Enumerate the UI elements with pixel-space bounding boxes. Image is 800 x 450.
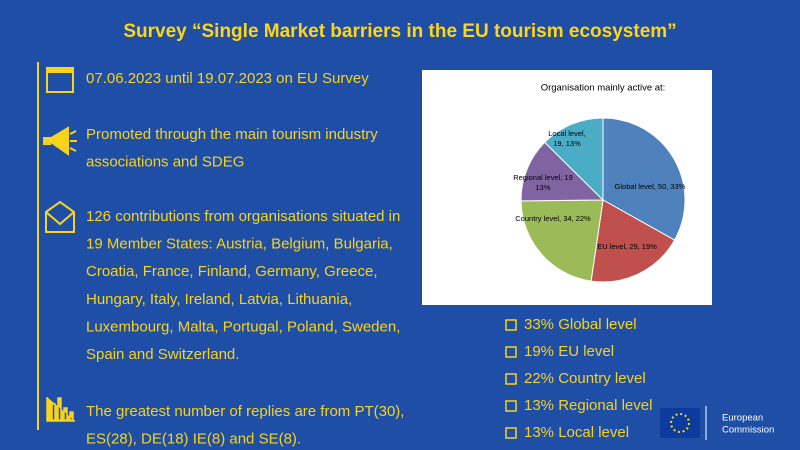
mail-icon: [45, 200, 75, 233]
checklist-item: 19% EU level: [524, 343, 614, 360]
logo: European Commission: [660, 406, 774, 440]
logo-stars: [670, 413, 690, 433]
pie-slice: [602, 117, 686, 241]
bullet-text: Luxembourg, Malta, Portugal, Poland, Swe…: [86, 318, 400, 335]
bullet-text: Croatia, France, Finland, Germany, Greec…: [86, 263, 378, 280]
logo-text: European: [722, 413, 763, 424]
pie: Global level, 50, 33% EU level, 29, 19% Co…: [513, 117, 686, 283]
checkbox: [505, 400, 517, 412]
pie-slice: [520, 199, 604, 282]
bullet-text: 19 Member States: Austria, Belgium, Bulg…: [86, 236, 393, 253]
checkbox: [505, 373, 517, 385]
slice-label: Local level,: [548, 129, 586, 138]
bullet-text: Hungary, Italy, Ireland, Latvia, Lithuan…: [86, 291, 352, 308]
pie-slice: [590, 199, 676, 283]
megaphone-icon: [43, 126, 77, 156]
slice-label: Global level, 50, 33%: [615, 182, 686, 191]
checkbox: [505, 427, 517, 439]
bullet-text: Promoted through the main tourism indust…: [86, 126, 378, 143]
checkbox: [505, 319, 517, 331]
bullet-text: 126 contributions from organisations sit…: [86, 208, 400, 225]
checklist-item: 33% Global level: [524, 316, 637, 333]
checklist-item: 13% Local level: [524, 424, 629, 441]
logo-flag: [660, 408, 700, 438]
bar-icon: [46, 397, 75, 422]
checklist: 33% Global level 19% EU level 22% Country …: [505, 316, 652, 441]
pie-slice: [520, 141, 605, 202]
logo-text: Commission: [722, 425, 774, 436]
bullet-text: The greatest number of replies are from …: [86, 403, 404, 420]
checkbox: [505, 346, 517, 358]
mail-flap: [45, 211, 75, 226]
calendar-top: [47, 68, 73, 73]
bullet-text: 07.06.2023 until 19.07.2023 on EU Survey: [86, 70, 369, 87]
icons: [43, 67, 77, 422]
bullet-text: associations and SDEG: [86, 154, 244, 171]
slice-label: Regional level, 19: [513, 173, 573, 182]
slice-label: Country level, 34, 22%: [515, 214, 591, 223]
bullet-text: Spain and Switzerland.: [86, 346, 239, 363]
checklist-item: 13% Regional level: [524, 397, 652, 414]
checklist-item: 22% Country level: [524, 370, 646, 387]
bullet-text: ES(28), DE(18) IE(8) and SE(8).: [86, 431, 301, 448]
chart-title: Organisation mainly active at:: [541, 83, 666, 94]
bullet-list: 07.06.2023 until 19.07.2023 on EU Survey…: [86, 70, 404, 448]
slice-label: EU level, 29, 19%: [597, 242, 657, 251]
slide-title: Survey “Single Market barriers in the EU…: [123, 21, 676, 42]
slice-label: 13%: [535, 183, 550, 192]
slice-label: 19, 13%: [553, 139, 581, 148]
pie-slice: [544, 117, 604, 202]
